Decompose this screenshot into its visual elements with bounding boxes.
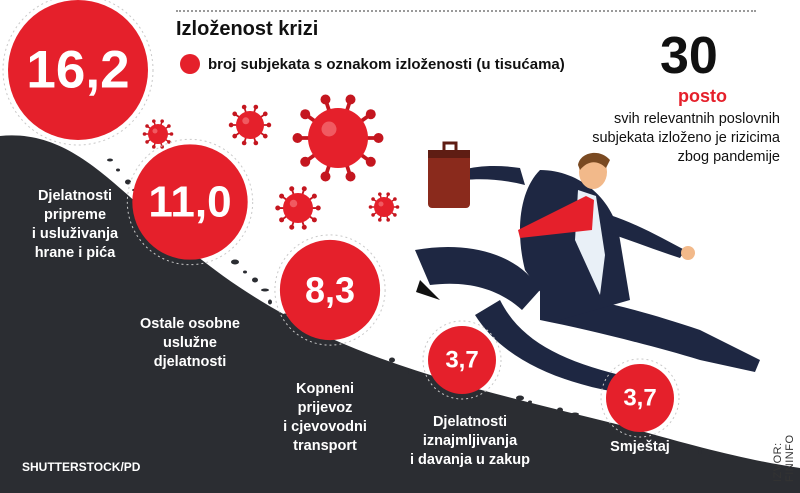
virus-icon (228, 104, 272, 146)
virus-icon (368, 192, 400, 222)
value-bubble (8, 0, 148, 140)
category-label: Djelatnosti pripreme i usluživanja hrane i … (32, 188, 119, 261)
bubble-halo (2, 0, 154, 146)
bubble-halo (600, 358, 680, 438)
bubble-halo (126, 138, 254, 266)
businessman-illustration (415, 141, 760, 392)
chart-title: Izloženost krizi (176, 18, 319, 40)
value-label: 3,7 (623, 385, 656, 412)
value-label: 16,2 (26, 41, 129, 100)
top-dotted-rule (176, 10, 756, 12)
value-label: 11,0 (148, 178, 231, 227)
photo-credit: SHUTTERSTOCK/PD (22, 460, 141, 474)
bubble-halo (422, 320, 502, 400)
legend-label: broj subjekata s oznakom izloženosti (u … (208, 55, 565, 73)
value-bubble (132, 144, 248, 260)
virus-icon (142, 119, 174, 149)
slope-ground (0, 135, 800, 493)
legend: broj subjekata s oznakom izloženosti (u … (180, 54, 565, 74)
value-bubble (606, 364, 674, 432)
category-label: Ostale osobne uslužne djelatnosti (140, 316, 240, 370)
highlight-note: svih relevantnih poslovnih subjekata izl… (592, 111, 780, 165)
value-label: 3,7 (445, 347, 478, 374)
highlight-value: 30 (660, 27, 718, 85)
bubble-halo (274, 234, 386, 346)
source-credit: IZVOR: FININFO (772, 434, 796, 483)
value-bubble (279, 239, 381, 341)
category-labels: Djelatnosti pripreme i usluživanja hrane i … (32, 188, 670, 468)
value-label: 8,3 (305, 270, 355, 311)
legend-swatch (180, 54, 200, 74)
virus-icon (292, 94, 384, 182)
virus-illustrations (142, 94, 400, 230)
highlight-unit: posto (678, 86, 727, 106)
category-label: Kopneni prijevoz i cjevovodni transport (283, 381, 367, 454)
value-bubble (428, 326, 496, 394)
category-label: Djelatnosti iznajmljivanja i davanja u zak… (410, 414, 530, 468)
value-bubbles: 16,2 11,0 8,3 3,7 3,7 (2, 0, 680, 438)
virus-icon (275, 186, 321, 230)
category-label: Smještaj (610, 439, 670, 455)
